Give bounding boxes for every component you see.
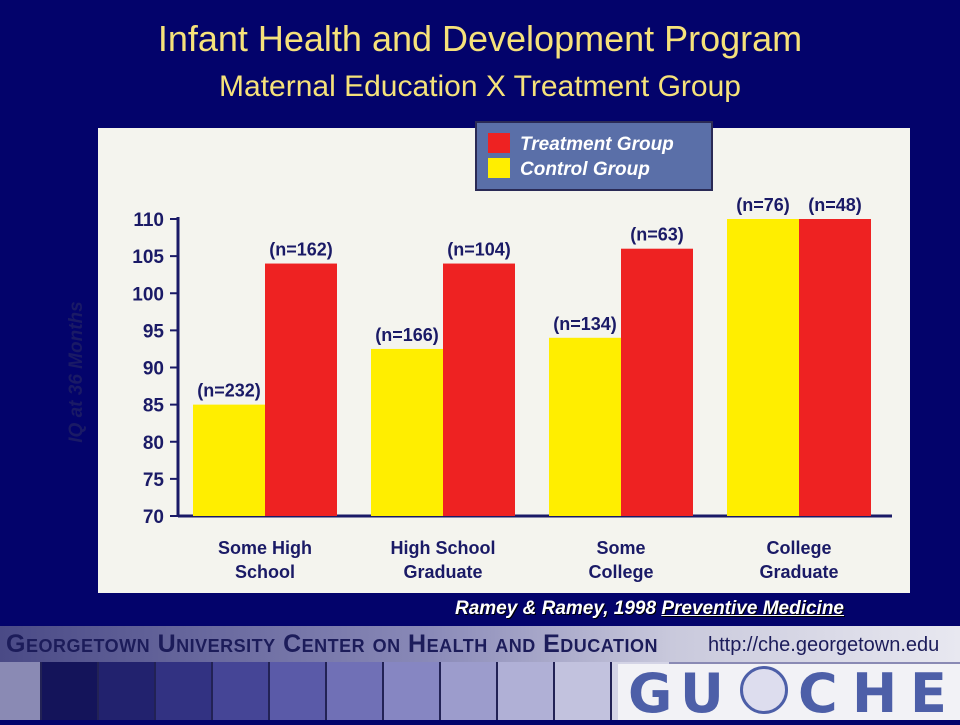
logo-letter-e: E bbox=[910, 662, 947, 725]
legend-swatch-treatment bbox=[488, 133, 510, 153]
footer-strip-segment bbox=[382, 662, 441, 720]
footer-strip-segment bbox=[97, 662, 156, 720]
legend-label-treatment: Treatment Group bbox=[520, 134, 674, 155]
logo-letter-h: H bbox=[852, 662, 898, 725]
footer-strip-segment bbox=[268, 662, 327, 720]
georgetown-seal-icon bbox=[740, 666, 788, 714]
footer-strip-segment bbox=[211, 662, 270, 720]
logo-letter-g: G bbox=[628, 662, 673, 725]
y-tick-label: 95 bbox=[143, 321, 165, 342]
bar-chart: Treatment Group Control Group IQ at 36 M… bbox=[66, 121, 910, 593]
x-tick-label: Some bbox=[596, 538, 645, 558]
y-tick-label: 80 bbox=[143, 433, 164, 454]
x-tick-label: Graduate bbox=[403, 562, 482, 582]
logo-letter-u: U bbox=[680, 662, 724, 725]
footer-strip-segment bbox=[325, 662, 384, 720]
guche-logo bbox=[618, 664, 960, 720]
legend-label-control: Control Group bbox=[520, 159, 650, 180]
organization-name: Georgetown University Center on Health a… bbox=[6, 630, 658, 658]
footer-strip-segment bbox=[496, 662, 555, 720]
legend: Treatment Group Control Group bbox=[475, 121, 713, 191]
x-tick-label: High School bbox=[391, 538, 496, 558]
y-tick-label: 75 bbox=[143, 470, 165, 491]
footer-band bbox=[0, 626, 960, 662]
bar bbox=[443, 263, 515, 516]
citation-authors: Ramey & Ramey, 1998 bbox=[455, 598, 657, 619]
organization-url[interactable]: http://che.georgetown.edu bbox=[708, 634, 940, 656]
bar-data-label: (n=134) bbox=[553, 314, 617, 334]
page-title: Infant Health and Development Program bbox=[157, 18, 803, 59]
bar-data-label: (n=162) bbox=[269, 240, 333, 260]
footer-strip-segment bbox=[439, 662, 498, 720]
legend-box bbox=[475, 121, 713, 191]
logo-letter-c: C bbox=[798, 662, 838, 725]
bar bbox=[727, 219, 799, 516]
bar-data-label: (n=166) bbox=[375, 325, 439, 345]
footer-strip-segment bbox=[40, 662, 99, 720]
bar bbox=[371, 348, 443, 516]
footer-strip-segment bbox=[553, 662, 612, 720]
bar bbox=[621, 248, 693, 516]
bar bbox=[265, 263, 337, 516]
bar-data-label: (n=232) bbox=[197, 381, 261, 401]
citation: Ramey & Ramey, 1998 Preventive Medicine bbox=[455, 598, 844, 620]
x-tick-label: College bbox=[588, 562, 653, 582]
bar-data-label: (n=76) bbox=[736, 195, 790, 215]
y-tick-label: 85 bbox=[143, 396, 165, 417]
bar bbox=[193, 404, 265, 516]
bar-data-label: (n=48) bbox=[808, 195, 862, 215]
y-tick-label: 90 bbox=[143, 359, 164, 380]
y-tick-label: 100 bbox=[132, 284, 164, 305]
x-tick-label: School bbox=[235, 562, 295, 582]
legend-swatch-control bbox=[488, 158, 510, 178]
y-tick-label: 105 bbox=[132, 247, 164, 268]
page-subtitle: Maternal Education X Treatment Group bbox=[219, 70, 741, 103]
bar bbox=[799, 219, 871, 516]
bar bbox=[549, 337, 621, 516]
bar-data-label: (n=104) bbox=[447, 240, 511, 260]
y-tick-label: 110 bbox=[133, 210, 164, 231]
y-axis-label: IQ at 36 Months bbox=[66, 301, 87, 442]
x-tick-label: College bbox=[766, 538, 831, 558]
y-tick-label: 70 bbox=[143, 507, 164, 528]
x-tick-label: Some High bbox=[218, 538, 312, 558]
footer-strip-segment bbox=[154, 662, 213, 720]
x-tick-label: Graduate bbox=[759, 562, 838, 582]
bar-data-label: (n=63) bbox=[630, 225, 684, 245]
citation-journal-link[interactable]: Preventive Medicine bbox=[661, 598, 845, 619]
